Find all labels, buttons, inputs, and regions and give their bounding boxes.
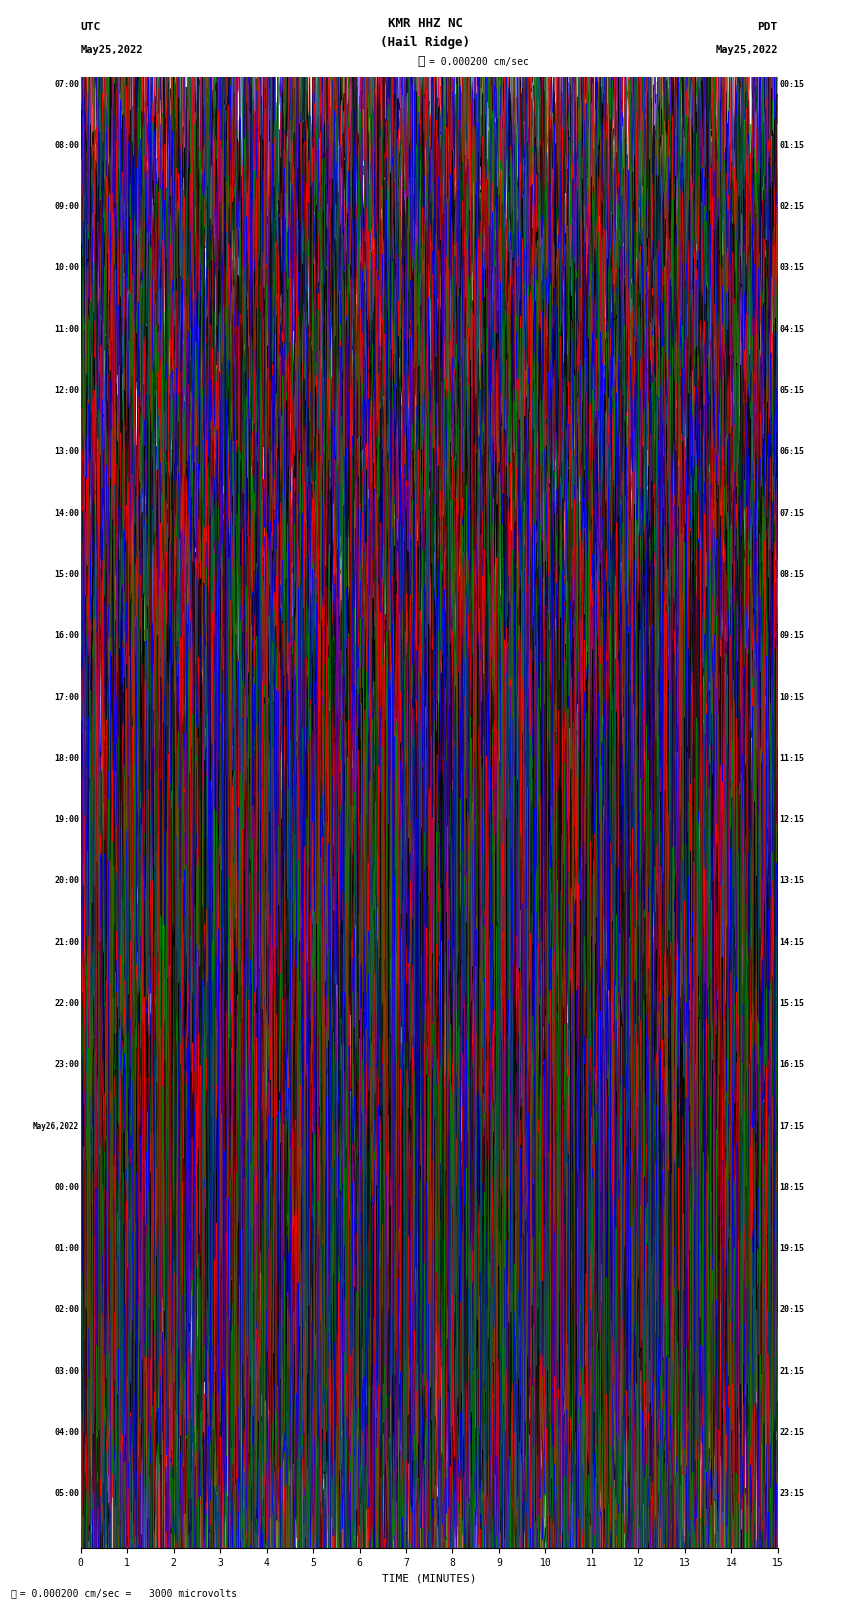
Text: ⎿: ⎿ [10,1589,16,1598]
Text: 21:15: 21:15 [779,1366,804,1376]
Text: 02:15: 02:15 [779,202,804,211]
Text: UTC: UTC [81,23,101,32]
Text: 11:15: 11:15 [779,753,804,763]
Text: 12:00: 12:00 [54,386,79,395]
Text: 19:00: 19:00 [54,815,79,824]
Text: 04:00: 04:00 [54,1428,79,1437]
Text: KMR HHZ NC: KMR HHZ NC [388,16,462,29]
Text: ⎿: ⎿ [418,55,425,68]
Text: 21:00: 21:00 [54,937,79,947]
Text: 18:00: 18:00 [54,753,79,763]
Text: 16:00: 16:00 [54,631,79,640]
Text: (Hail Ridge): (Hail Ridge) [380,35,470,48]
Text: PDT: PDT [757,23,778,32]
Text: 05:00: 05:00 [54,1489,79,1498]
Text: 00:15: 00:15 [779,79,804,89]
Text: 06:15: 06:15 [779,447,804,456]
Text: 23:15: 23:15 [779,1489,804,1498]
Text: 03:15: 03:15 [779,263,804,273]
Text: 13:00: 13:00 [54,447,79,456]
Text: 09:00: 09:00 [54,202,79,211]
Text: 09:15: 09:15 [779,631,804,640]
Text: 16:15: 16:15 [779,1060,804,1069]
Text: 19:15: 19:15 [779,1244,804,1253]
Text: 10:15: 10:15 [779,692,804,702]
Text: 17:15: 17:15 [779,1121,804,1131]
Text: 10:00: 10:00 [54,263,79,273]
Text: 02:00: 02:00 [54,1305,79,1315]
Text: 14:15: 14:15 [779,937,804,947]
Text: 01:00: 01:00 [54,1244,79,1253]
Text: 00:00: 00:00 [54,1182,79,1192]
Text: 04:15: 04:15 [779,324,804,334]
Text: May25,2022: May25,2022 [81,45,144,55]
Text: 08:15: 08:15 [779,569,804,579]
Text: 07:00: 07:00 [54,79,79,89]
Text: 20:00: 20:00 [54,876,79,886]
X-axis label: TIME (MINUTES): TIME (MINUTES) [382,1574,477,1584]
Text: 03:00: 03:00 [54,1366,79,1376]
Text: 07:15: 07:15 [779,508,804,518]
Text: 14:00: 14:00 [54,508,79,518]
Text: 12:15: 12:15 [779,815,804,824]
Text: 08:00: 08:00 [54,140,79,150]
Text: May26,2022: May26,2022 [33,1121,79,1131]
Text: 15:15: 15:15 [779,998,804,1008]
Text: 22:00: 22:00 [54,998,79,1008]
Text: 11:00: 11:00 [54,324,79,334]
Text: = 0.000200 cm/sec: = 0.000200 cm/sec [429,56,529,66]
Text: 01:15: 01:15 [779,140,804,150]
Text: May25,2022: May25,2022 [715,45,778,55]
Text: = 0.000200 cm/sec =   3000 microvolts: = 0.000200 cm/sec = 3000 microvolts [8,1589,238,1598]
Text: 20:15: 20:15 [779,1305,804,1315]
Text: 18:15: 18:15 [779,1182,804,1192]
Text: 23:00: 23:00 [54,1060,79,1069]
Text: 05:15: 05:15 [779,386,804,395]
Text: 17:00: 17:00 [54,692,79,702]
Text: 15:00: 15:00 [54,569,79,579]
Text: 22:15: 22:15 [779,1428,804,1437]
Text: 13:15: 13:15 [779,876,804,886]
